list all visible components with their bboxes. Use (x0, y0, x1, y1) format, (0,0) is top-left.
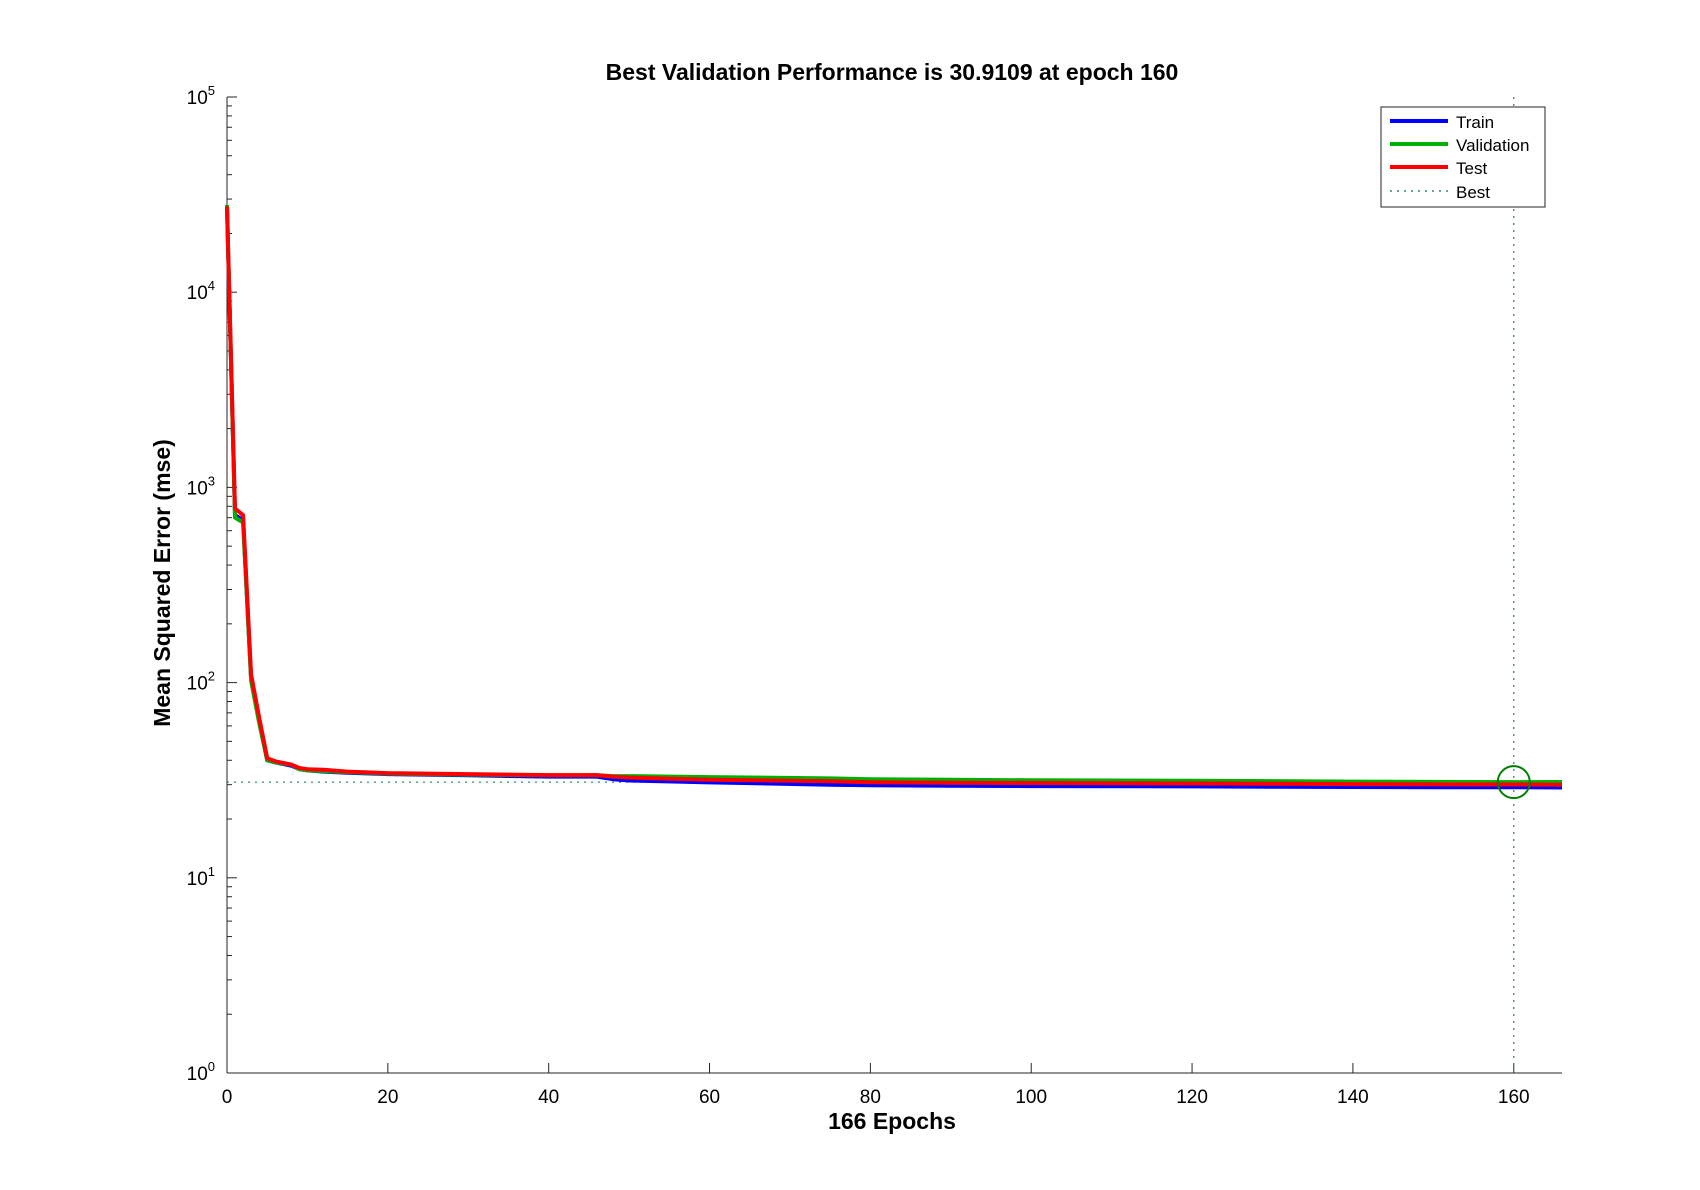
x-tick-label: 40 (538, 1087, 559, 1108)
legend-label-train: Train (1456, 113, 1494, 132)
x-tick-label: 100 (1015, 1087, 1047, 1108)
legend-label-test: Test (1456, 159, 1487, 178)
x-tick-label: 160 (1498, 1087, 1530, 1108)
legend-item-best: Best (1390, 183, 1490, 202)
x-axis-label: 166 Epochs (828, 1108, 956, 1134)
x-tick-label: 20 (377, 1087, 398, 1108)
legend-label-validation: Validation (1456, 136, 1529, 155)
plot-area: 0 20 40 60 80 100 120 140 160 100 101 102 103 104 105 (187, 83, 1563, 1108)
best-marker-group (1496, 765, 1531, 800)
series-lines (225, 204, 1563, 790)
y-tick-label: 104 (187, 278, 215, 304)
best-reference-lines (227, 97, 1562, 1073)
y-ticks: 100 101 102 103 104 105 (187, 83, 237, 1085)
y-tick-label: 102 (187, 669, 215, 695)
legend-item-validation: Validation (1390, 136, 1529, 155)
legend-item-test: Test (1390, 159, 1487, 178)
legend: Train Validation Test Best (1380, 106, 1546, 208)
legend-box (1380, 106, 1546, 208)
x-ticks: 0 20 40 60 80 100 120 140 160 (222, 1063, 1530, 1108)
x-tick-label: 120 (1176, 1087, 1208, 1108)
x-tick-label: 80 (860, 1087, 881, 1108)
y-tick-label: 105 (187, 83, 215, 109)
x-tick-label: 140 (1337, 1087, 1369, 1108)
legend-label-best: Best (1456, 183, 1490, 202)
y-tick-label: 103 (187, 473, 215, 499)
legend-item-train: Train (1390, 113, 1494, 132)
y-tick-label: 100 (187, 1059, 215, 1085)
x-tick-label: 60 (699, 1087, 720, 1108)
x-tick-label: 0 (222, 1087, 233, 1108)
series-line-test (225, 206, 1563, 787)
y-axis-label: Mean Squared Error (mse) (149, 439, 175, 727)
chart-title: Best Validation Performance is 30.9109 a… (606, 59, 1179, 85)
y-tick-label: 101 (187, 864, 215, 890)
best-marker (1496, 765, 1531, 800)
